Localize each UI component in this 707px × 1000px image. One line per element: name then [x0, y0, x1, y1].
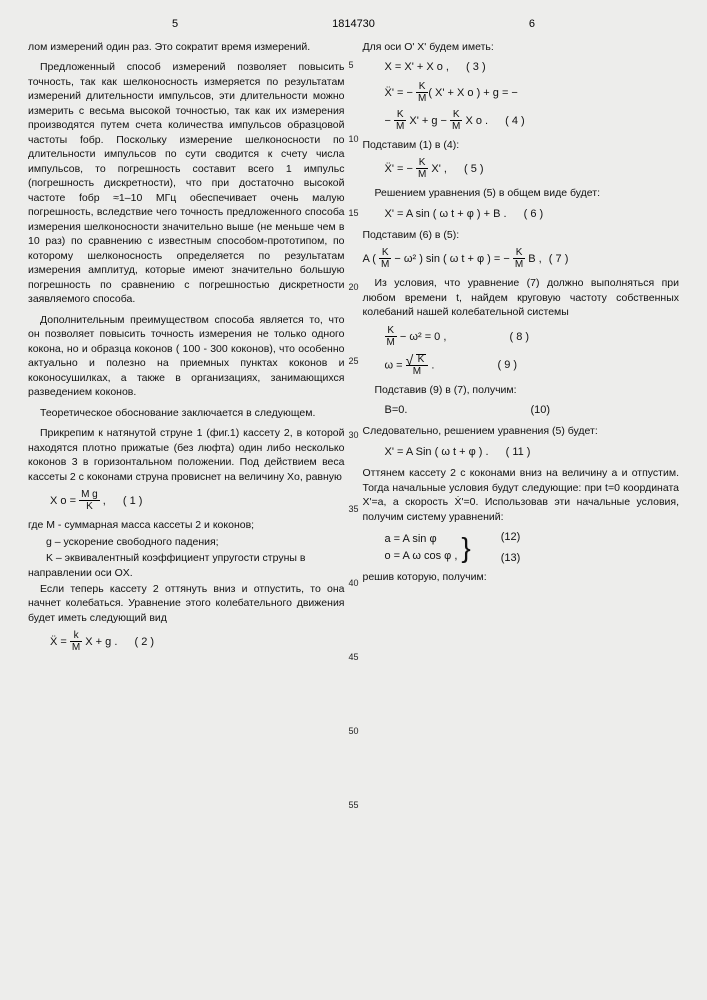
body-text: Дополнительным преимуществом способа явл… — [28, 313, 345, 400]
body-text: Решением уравнения (5) в общем виде буде… — [363, 186, 680, 200]
eq-mid: − ω² ) sin ( ω t + φ ) = − — [391, 253, 509, 265]
equation-13: o = A ω cos φ , — [385, 549, 458, 564]
eq-body: X' = A Sin ( ω t + φ ) . — [385, 446, 489, 458]
eq-number: (13) — [501, 551, 521, 566]
equation-11: X' = A Sin ( ω t + φ ) . ( 11 ) — [385, 445, 680, 460]
eq-mid: ( X' + X o ) + g = − — [428, 87, 518, 99]
equation-2: Ẍ = k M X + g . ( 2 ) — [50, 631, 345, 653]
equation-9: ω = K M . ( 9 ) — [385, 354, 680, 377]
line-number: 20 — [348, 282, 358, 292]
body-text: Прикрепим к натянутой струне 1 (фиг.1) к… — [28, 426, 345, 484]
fraction: K M — [416, 82, 428, 104]
eq-lhs: ω = — [385, 359, 403, 371]
line-number: 15 — [348, 208, 358, 218]
line-number: 25 — [348, 356, 358, 366]
where-clause: g – ускорение свободного падения; — [28, 535, 345, 549]
system-brace-icon: } — [461, 537, 470, 559]
where-clause: где M - суммарная масса кассеты 2 и коко… — [28, 518, 345, 532]
eq-number: ( 1 ) — [123, 495, 143, 507]
body-text: Предложенный способ измерений позволяет … — [28, 60, 345, 306]
body-text: Из условия, что уравнение (7) должно вып… — [363, 276, 680, 319]
equation-8: K M − ω² = 0 , ( 8 ) — [385, 326, 680, 348]
body-text: Подставим (1) в (4): — [363, 138, 680, 152]
fraction: K M — [394, 110, 406, 132]
left-column: лом измерений один раз. Это сократит вре… — [28, 40, 345, 659]
equation-7: A ( K M − ω² ) sin ( ω t + φ ) = − K M B… — [363, 248, 680, 270]
line-number: 30 — [348, 430, 358, 440]
eq-body: a = A sin φ — [385, 533, 437, 545]
page-number-left: 5 — [28, 18, 332, 30]
line-number: 55 — [348, 800, 358, 810]
eq-number: ( 7 ) — [549, 253, 569, 265]
eq-number: (10) — [531, 404, 551, 416]
line-number: 40 — [348, 578, 358, 588]
eq-number: ( 8 ) — [509, 331, 529, 343]
body-text: решив которую, получим: — [363, 570, 680, 584]
fraction: K M — [379, 248, 391, 270]
eq-lhs: X o = — [50, 495, 76, 507]
line-number-gutter: 5 10 15 20 25 30 35 40 45 50 55 — [348, 60, 358, 810]
fraction: K M — [513, 248, 525, 270]
eq-body: X = X' + X o , — [385, 61, 449, 73]
eq-tail: X' , — [428, 163, 447, 175]
body-text: Для оси O' X' будем иметь: — [363, 40, 680, 54]
eq-number: ( 6 ) — [524, 208, 544, 220]
line-number: 50 — [348, 726, 358, 736]
eq-body: B=0. — [385, 404, 408, 416]
body-text: Следовательно, решением уравнения (5) бу… — [363, 424, 680, 438]
body-text: Оттянем кассету 2 с коконами вниз на вел… — [363, 466, 680, 524]
body-text: Если теперь кассету 2 оттянуть вниз и от… — [28, 582, 345, 625]
fraction: K M — [450, 110, 462, 132]
eq-lhs: − — [385, 115, 391, 127]
body-text: Теоретическое обоснование заключается в … — [28, 406, 345, 420]
page-number-right: 6 — [375, 18, 679, 30]
equation-5: Ẍ' = − K M X' , ( 5 ) — [385, 158, 680, 180]
eq-tail: X o . — [462, 115, 488, 127]
eq-number: ( 2 ) — [134, 636, 154, 648]
eq-tail: B , — [525, 253, 542, 265]
line-number: 35 — [348, 504, 358, 514]
line-number: 45 — [348, 652, 358, 662]
document-number: 1814730 — [332, 18, 375, 30]
body-text: лом измерений один раз. Это сократит вре… — [28, 40, 345, 54]
fraction: K M — [416, 158, 428, 180]
page-header: 5 1814730 6 — [28, 18, 679, 30]
eq-number: ( 5 ) — [464, 163, 484, 175]
line-number: 10 — [348, 134, 358, 144]
eq-lhs: Ẍ' = − — [385, 163, 413, 175]
eq-number: ( 3 ) — [466, 61, 486, 73]
eq-lhs: Ẍ' = − — [385, 87, 413, 99]
fraction: K M — [385, 326, 397, 348]
equation-4b: − K M X' + g − K M X o . ( 4 ) — [385, 110, 680, 132]
eq-body: X' = A sin ( ω t + φ ) + B . — [385, 208, 507, 220]
eq-lhs: Ẍ = — [50, 636, 67, 648]
body-text: Подставив (9) в (7), получим: — [363, 383, 680, 397]
equation-system: a = A sin φ o = A ω cos φ , } (12) (13) — [385, 530, 680, 566]
eq-mid: X' + g − — [406, 115, 447, 127]
body-text: Подставим (6) в (5): — [363, 228, 680, 242]
eq-number: (12) — [501, 530, 521, 545]
equation-1: X o = M g K , ( 1 ) — [50, 490, 345, 512]
eq-body: o = A ω cos φ , — [385, 550, 458, 562]
eq-lhs: A ( — [363, 253, 376, 265]
eq-tail: X + g . — [82, 636, 117, 648]
fraction: M g K — [79, 490, 100, 512]
fraction: k M — [70, 631, 82, 653]
eq-number: ( 11 ) — [506, 446, 531, 458]
eq-number: ( 4 ) — [505, 115, 525, 127]
equation-3: X = X' + X o , ( 3 ) — [385, 60, 680, 75]
equation-4a: Ẍ' = − K M ( X' + X o ) + g = − — [385, 82, 680, 104]
right-column: Для оси O' X' будем иметь: X = X' + X o … — [363, 40, 680, 659]
equation-12: a = A sin φ — [385, 532, 458, 547]
equation-10: B=0. (10) — [385, 403, 680, 418]
patent-page: 5 1814730 6 5 10 15 20 25 30 35 40 45 50… — [0, 0, 707, 1000]
line-number: 5 — [348, 60, 358, 70]
fraction: K M — [406, 354, 429, 377]
where-clause: K – эквивалентный коэффициент упругости … — [28, 551, 345, 580]
equation-6: X' = A sin ( ω t + φ ) + B . ( 6 ) — [385, 207, 680, 222]
eq-tail: − ω² = 0 , — [397, 331, 447, 343]
eq-number: ( 9 ) — [497, 359, 517, 371]
